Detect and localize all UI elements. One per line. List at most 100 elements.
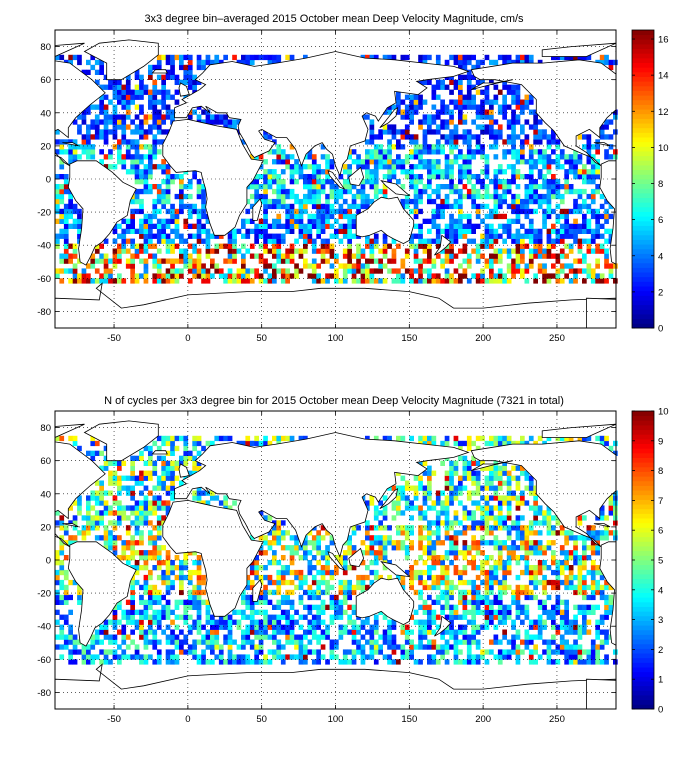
data-cell — [303, 550, 308, 556]
data-cell — [161, 198, 166, 205]
data-cell — [125, 644, 131, 650]
data-cell — [391, 644, 397, 650]
data-cell — [573, 574, 578, 581]
data-cell — [502, 179, 507, 185]
data-cell — [422, 139, 428, 145]
data-cell — [506, 104, 512, 110]
data-cell — [422, 644, 428, 650]
data-cell — [338, 208, 344, 215]
data-cell — [369, 159, 375, 165]
data-cell — [342, 213, 348, 220]
data-cell — [373, 134, 379, 140]
data-cell — [103, 505, 109, 511]
data-cell — [604, 584, 609, 591]
data-cell — [360, 273, 366, 279]
data-cell — [320, 555, 326, 561]
data-cell — [360, 268, 366, 274]
data-cell — [440, 124, 445, 130]
data-cell — [156, 485, 162, 491]
data-cell — [590, 540, 596, 546]
data-cell — [418, 54, 423, 61]
data-cell — [533, 500, 538, 506]
data-cell — [378, 520, 383, 526]
data-cell — [444, 184, 450, 190]
data-cell — [537, 569, 543, 576]
data-cell — [422, 525, 428, 531]
data-cell — [112, 104, 118, 110]
data-cell — [285, 639, 290, 645]
data-cell — [183, 599, 189, 605]
data-cell — [117, 535, 122, 541]
data-cell — [435, 574, 441, 581]
data-cell — [139, 550, 144, 556]
data-cell — [276, 198, 282, 205]
data-cell — [183, 69, 189, 75]
data-cell — [249, 604, 255, 610]
data-cell — [493, 560, 499, 566]
data-cell — [356, 188, 361, 195]
data-cell — [63, 188, 69, 195]
data-cell — [130, 218, 135, 224]
data-cell — [564, 233, 569, 239]
data-cell — [480, 579, 485, 586]
data-cell — [108, 278, 113, 284]
data-cell — [134, 208, 140, 215]
data-cell — [435, 243, 441, 249]
data-cell — [152, 589, 158, 596]
data-cell — [108, 79, 113, 85]
data-cell — [466, 639, 472, 645]
data-cell — [466, 149, 472, 155]
data-cell — [121, 624, 127, 630]
data-cell — [524, 565, 530, 571]
data-cell — [161, 104, 166, 110]
data-cell — [365, 614, 370, 620]
data-cell — [515, 104, 521, 110]
data-cell — [573, 535, 578, 541]
data-cell — [112, 500, 118, 506]
data-cell — [99, 64, 104, 71]
data-cell — [595, 208, 600, 215]
data-cell — [409, 644, 414, 650]
data-cell — [391, 134, 397, 140]
data-cell — [201, 263, 206, 269]
data-cell — [604, 530, 609, 536]
data-cell — [608, 604, 614, 610]
colorbar-segment — [632, 314, 654, 320]
data-cell — [458, 218, 463, 224]
x-tick-label: 200 — [475, 333, 491, 344]
data-cell — [568, 584, 574, 591]
data-cell — [590, 278, 596, 284]
data-cell — [453, 188, 459, 195]
data-cell — [86, 109, 91, 115]
data-cell — [117, 278, 122, 284]
data-cell — [378, 154, 383, 160]
data-cell — [524, 54, 530, 61]
data-cell — [542, 639, 547, 645]
data-cell — [387, 540, 392, 546]
data-cell — [489, 273, 494, 279]
data-cell — [520, 198, 525, 205]
data-cell — [444, 505, 450, 511]
data-cell — [347, 233, 352, 239]
data-cell — [502, 619, 507, 625]
data-cell — [537, 203, 543, 210]
data-cell — [604, 594, 609, 601]
data-cell — [143, 223, 149, 229]
data-cell — [99, 129, 104, 135]
data-cell — [489, 485, 494, 491]
data-cell — [369, 238, 375, 244]
data-cell — [55, 634, 60, 640]
data-cell — [59, 515, 65, 521]
data-cell — [280, 520, 286, 526]
data-cell — [183, 193, 189, 200]
data-cell — [391, 238, 397, 244]
data-cell — [440, 629, 445, 635]
data-cell — [409, 500, 414, 506]
data-cell — [484, 594, 490, 601]
data-cell — [103, 535, 109, 541]
data-cell — [139, 174, 144, 180]
data-cell — [559, 213, 565, 220]
data-cell — [440, 169, 445, 175]
data-cell — [427, 193, 432, 200]
data-cell — [413, 94, 419, 100]
